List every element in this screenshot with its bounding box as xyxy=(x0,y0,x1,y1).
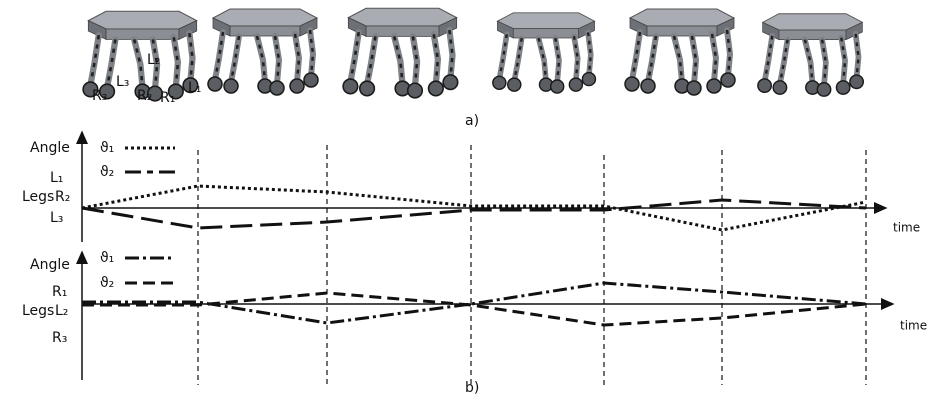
legend-label: ϑ₁ xyxy=(100,140,114,156)
leg-label: L₁ xyxy=(188,80,201,96)
leg-label: R₁ xyxy=(52,284,67,300)
leg-label: L₂ xyxy=(55,303,68,319)
axis-label: Angle xyxy=(30,257,70,273)
legend-label: ϑ₂ xyxy=(100,164,114,180)
leg-label: R₂ xyxy=(55,189,70,205)
angle-curve xyxy=(81,184,867,232)
leg-label: L₃ xyxy=(116,74,129,90)
angle-curve xyxy=(81,198,867,230)
legend-label: ϑ₁ xyxy=(100,250,114,266)
axis-label: Legs xyxy=(22,189,54,205)
axis-label: time xyxy=(900,319,927,333)
axis-label: Legs xyxy=(22,303,54,319)
leg-label: R₃ xyxy=(92,88,107,104)
subfigure-label: a) xyxy=(465,113,479,129)
angle-curve xyxy=(82,291,867,327)
robot-image xyxy=(343,8,458,98)
angle-curve xyxy=(82,281,867,325)
phase-lines xyxy=(197,145,867,385)
leg-label: L₁ xyxy=(50,170,63,186)
robot-image xyxy=(208,9,318,95)
subfigure-label: b) xyxy=(465,380,479,396)
robot-image xyxy=(493,13,596,93)
leg-label: R₃ xyxy=(52,330,67,346)
leg-label: L₃ xyxy=(50,210,63,226)
legend-label: ϑ₂ xyxy=(100,275,114,291)
leg-label: R₁ xyxy=(160,90,175,106)
leg-label: L₂ xyxy=(147,52,160,68)
robot-image xyxy=(625,9,735,95)
robot-image xyxy=(758,14,863,96)
leg-label: R₂ xyxy=(137,88,152,104)
axis-label: Angle xyxy=(30,140,70,156)
axis-label: time xyxy=(893,221,920,235)
